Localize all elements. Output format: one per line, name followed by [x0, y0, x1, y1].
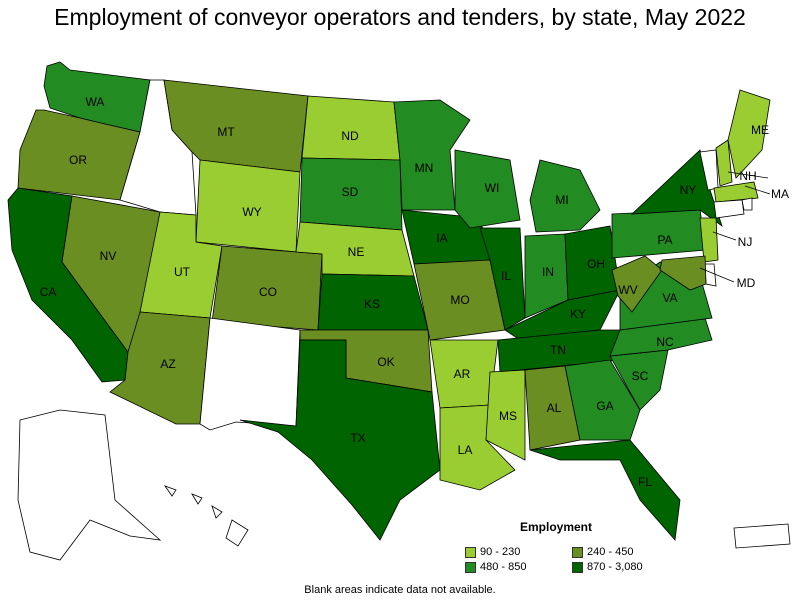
state-label-mn: MN: [415, 161, 434, 175]
state-label-me: ME: [751, 123, 769, 137]
state-label-ca: CA: [40, 285, 57, 299]
nj-leader-line: [712, 231, 737, 241]
state-label-wy: WY: [242, 205, 261, 219]
state-label-wi: WI: [485, 181, 500, 195]
state-label-ia: IA: [436, 231, 447, 245]
state-nd: [301, 95, 401, 161]
legend-swatch-bin-3: [465, 561, 476, 573]
state-label-ny: NY: [680, 183, 697, 197]
state-mn: [393, 99, 471, 211]
state-nh: [715, 139, 733, 187]
legend-title: Employment: [520, 520, 593, 534]
state-label-tx: TX: [350, 431, 365, 445]
ma-leader-line: [744, 185, 771, 195]
state-nj: [699, 217, 719, 263]
state-label-ar: AR: [454, 367, 471, 381]
map-title: Employment of conveyor operators and ten…: [54, 4, 746, 30]
state-mi: [529, 159, 601, 233]
state-label-fl: FL: [638, 475, 652, 489]
legend-item-bin-3: 480 - 850: [465, 561, 526, 573]
state-de: [704, 263, 717, 287]
state-label-ma: MA: [771, 187, 789, 201]
state-label-in: IN: [542, 265, 554, 279]
state-label-ok: OK: [377, 355, 394, 369]
state-label-or: OR: [69, 153, 87, 167]
legend-swatch-bin-4: [572, 561, 583, 573]
state-fl: [529, 439, 681, 541]
md-leader-line: [699, 267, 735, 283]
state-hi: [163, 485, 249, 547]
state-label-wa: WA: [86, 95, 105, 109]
state-mo: [413, 259, 506, 341]
state-label-nv: NV: [100, 249, 117, 263]
state-me: [727, 89, 771, 179]
state-pr: [733, 523, 791, 549]
footnote: Blank areas indicate data not available.: [304, 584, 496, 596]
state-label-mt: MT: [217, 125, 235, 139]
state-ct: [713, 199, 745, 219]
legend-swatch-bin-2: [572, 546, 583, 558]
state-label-ut: UT: [174, 265, 191, 279]
state-label-wv: WV: [618, 283, 637, 297]
state-label-il: IL: [501, 269, 511, 283]
legend-label-bin-4: 870 - 3,080: [587, 561, 643, 573]
state-nm: [199, 317, 301, 431]
state-il: [479, 227, 526, 331]
state-md: [659, 255, 707, 291]
state-wv: [611, 255, 663, 313]
state-label-sd: SD: [342, 185, 359, 199]
state-label-md: MD: [737, 276, 756, 290]
legend-item-bin-2: 240 - 450: [572, 546, 633, 558]
state-label-oh: OH: [587, 257, 605, 271]
legend-label-bin-1: 90 - 230: [480, 546, 521, 558]
nh-leader-line: [727, 171, 769, 179]
state-label-tn: TN: [550, 343, 566, 357]
legend-item-bin-4: 870 - 3,080: [572, 561, 643, 573]
state-ak: [17, 409, 162, 561]
legend-label-bin-3: 480 - 850: [480, 561, 527, 573]
state-label-co: CO: [259, 285, 277, 299]
state-label-nj: NJ: [738, 235, 753, 249]
state-label-va: VA: [662, 291, 677, 305]
state-label-mo: MO: [450, 293, 469, 307]
legend-item-bin-1: 90 - 230: [465, 546, 520, 558]
state-label-pa: PA: [657, 233, 672, 247]
state-label-ks: KS: [364, 297, 380, 311]
state-wi: [454, 149, 521, 229]
state-label-ms: MS: [499, 409, 517, 423]
state-label-ga: GA: [596, 399, 613, 413]
state-label-ky: KY: [570, 307, 586, 321]
state-label-nc: NC: [656, 335, 674, 349]
state-label-nh: NH: [739, 169, 756, 183]
state-label-sc: SC: [632, 369, 649, 383]
state-ms: [485, 369, 526, 461]
state-ga: [564, 359, 641, 441]
state-label-la: LA: [458, 443, 473, 457]
state-label-nd: ND: [341, 129, 359, 143]
legend-label-bin-2: 240 - 450: [587, 546, 634, 558]
state-label-ne: NE: [348, 245, 365, 259]
state-label-mi: MI: [555, 193, 568, 207]
state-tx: [239, 339, 441, 541]
legend-swatch-bin-1: [465, 546, 476, 558]
state-label-az: AZ: [160, 357, 175, 371]
state-label-al: AL: [547, 401, 562, 415]
